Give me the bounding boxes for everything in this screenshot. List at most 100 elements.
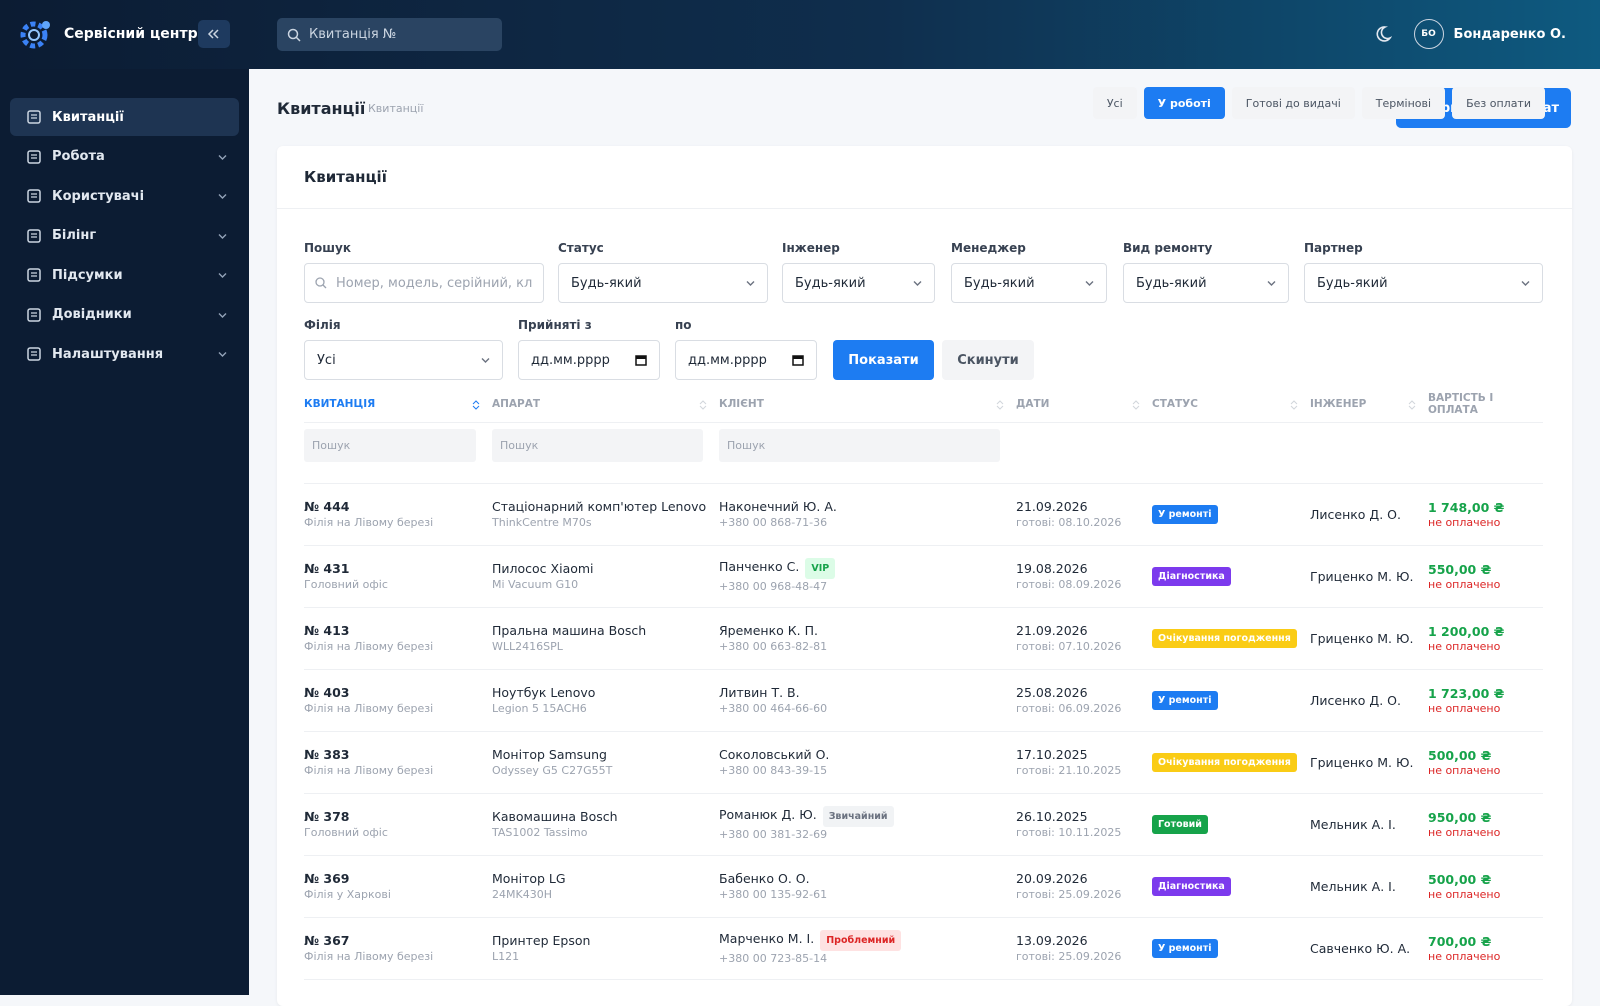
client: Панченко С. VIP +380 00 968-48-47 [719, 545, 1016, 608]
dates: 17.10.2025 готові: 21.10.2025 [1016, 731, 1152, 794]
column-search[interactable]: Пошук [719, 428, 1000, 462]
device-sub: WLL2416SPL [492, 640, 563, 653]
top-search[interactable]: Квитанція № [277, 18, 502, 51]
status-badge: У ремонті [1152, 690, 1218, 710]
dates: 25.08.2026 готові: 06.09.2026 [1016, 669, 1152, 732]
device: Стаціонарний комп'ютер Lenovo ThinkCentre… [492, 483, 719, 546]
status: Очікування погодження [1152, 607, 1310, 670]
dates-main: 13.09.2026 [1016, 933, 1088, 948]
sort-icon [472, 400, 480, 410]
brand[interactable]: Сервісний центр [18, 16, 198, 52]
nav-icon [27, 110, 41, 124]
column-header[interactable]: ВАРТІСТЬ І ОПЛАТА [1428, 387, 1543, 423]
column-header[interactable]: КВИТАНЦІЯ [304, 387, 492, 423]
client-line: Яременко К. П. [719, 622, 1016, 639]
receipt-row[interactable]: № 444 Філія на Лівому березі Стаціонарний … [304, 483, 1543, 546]
dates-main: 17.10.2025 [1016, 747, 1088, 762]
dates-main: 26.10.2025 [1016, 809, 1088, 824]
nav-label: Робота [52, 149, 105, 164]
engineer-name: Савченко Ю. А. [1310, 940, 1411, 956]
filter-value: Номер, модель, серійний, кл [336, 275, 533, 291]
column-header[interactable]: СТАТУС [1152, 387, 1310, 423]
device-main: Ноутбук Lenovo [492, 685, 596, 700]
reset-button[interactable]: Скинути [942, 340, 1034, 380]
client-phone: +380 00 663-82-81 [719, 640, 828, 653]
filter-value: Будь-який [795, 275, 866, 291]
device-main: Принтер Epson [492, 933, 591, 948]
column-search[interactable]: Пошук [304, 428, 476, 462]
price-value: 950,00 ₴ [1428, 810, 1492, 825]
filter-input[interactable]: Номер, модель, серійний, кл [304, 263, 544, 303]
column-header[interactable]: КЛІЄНТ [719, 387, 1016, 423]
filter-value: Будь-який [1136, 275, 1207, 291]
tab[interactable]: Усі [1092, 87, 1137, 119]
status-badge: Діагностика [1152, 876, 1231, 896]
nav-item[interactable]: Довідники [10, 296, 239, 334]
filter-value: Будь-який [571, 275, 642, 291]
tab[interactable]: Термінові [1361, 87, 1446, 119]
nav-item[interactable]: Налаштування [10, 335, 239, 373]
tab[interactable]: У роботі [1143, 87, 1225, 119]
engineer-name: Гриценко М. Ю. [1310, 754, 1414, 770]
collapse-button[interactable] [198, 20, 230, 48]
nav-item[interactable]: Білінг [10, 217, 239, 255]
receipt-row[interactable]: № 383 Філія на Лівому березі Монітор Samsu… [304, 731, 1543, 794]
nav-item[interactable]: Квитанції [10, 98, 239, 136]
sort-icon [1290, 400, 1298, 410]
column-header[interactable]: ДАТИ [1016, 387, 1152, 423]
nav-item[interactable]: Робота [10, 138, 239, 176]
receipt-sub: Філія на Лівому березі [304, 950, 434, 963]
column-search-cell [1152, 422, 1310, 484]
dates: 13.09.2026 готові: 25.09.2026 [1016, 917, 1152, 980]
table-head: КВИТАНЦІЯ АПАРАТ КЛІЄНТ ДАТИ СТАТУС ІНЖЕНЕР ВА… [304, 387, 1543, 423]
dates: 21.09.2026 готові: 07.10.2026 [1016, 607, 1152, 670]
filter-input[interactable]: Будь-який [1123, 263, 1289, 303]
receipt-row[interactable]: № 378 Головний офіс Кавомашина Bosch TAS100… [304, 793, 1543, 856]
client-line: Бабенко О. О. [719, 870, 1016, 887]
receipt-sub: Філія на Лівому березі [304, 516, 434, 529]
main: Квитанції Квитанції Прийняти апарат Квит… [249, 69, 1600, 1006]
filter-input[interactable]: дд.мм.рррр [518, 340, 660, 380]
receipt-row[interactable]: № 431 Головний офіс Пилосос Xiaomi Mi Vacuu… [304, 545, 1543, 608]
column-header[interactable]: АПАРАТ [492, 387, 719, 423]
dates-sub: готові: 10.11.2025 [1016, 826, 1122, 839]
filter-label: Менеджер [951, 241, 1026, 255]
nav-label: Налаштування [52, 346, 164, 362]
receipt-sub: Філія на Лівому березі [304, 702, 434, 715]
nav-chevron [218, 154, 227, 160]
tab[interactable]: Без оплати [1452, 87, 1545, 119]
dates: 20.09.2026 готові: 25.09.2026 [1016, 855, 1152, 918]
nav-item[interactable]: Користувачі [10, 177, 239, 215]
payment-status: не оплачено [1428, 764, 1501, 777]
receipt-row[interactable]: № 367 Філія на Лівому березі Принтер Epson… [304, 917, 1543, 980]
filter-input[interactable]: дд.мм.рррр [675, 340, 817, 380]
column-search-cell [1310, 422, 1428, 484]
sort-icon [699, 400, 707, 410]
receipt-row[interactable]: № 413 Філія на Лівому березі Пральна машин… [304, 607, 1543, 670]
device: Пральна машина Bosch WLL2416SPL [492, 607, 719, 670]
receipt-row[interactable]: № 369 Філія у Харкові Монітор LG 24MK430H Ба… [304, 855, 1543, 918]
status-badge: У ремонті [1152, 938, 1218, 958]
filter-input[interactable]: Усі [304, 340, 503, 380]
show-button[interactable]: Показати [833, 340, 934, 380]
device-sub: 24MK430H [492, 888, 552, 901]
filter-input[interactable]: Будь-який [782, 263, 935, 303]
receipt-row[interactable]: № 403 Філія на Лівому березі Ноутбук Lenov… [304, 669, 1543, 732]
column-search[interactable]: Пошук [492, 428, 703, 462]
nav-item[interactable]: Підсумки [10, 256, 239, 294]
filter-label: Філія [304, 318, 341, 332]
price: 500,00 ₴ не оплачено [1428, 855, 1543, 918]
user-menu[interactable]: БО Бондаренко О. [1372, 19, 1566, 49]
filter-input[interactable]: Будь-який [558, 263, 768, 303]
select-chevron [746, 281, 755, 286]
theme-toggle[interactable] [1372, 24, 1392, 44]
filter-label: Інженер [782, 241, 840, 255]
price-value: 500,00 ₴ [1428, 872, 1492, 887]
divider [277, 208, 1572, 209]
filter-input[interactable]: Будь-який [951, 263, 1107, 303]
breadcrumb[interactable]: Квитанції [368, 102, 424, 115]
column-header[interactable]: ІНЖЕНЕР [1310, 387, 1428, 423]
filter-input[interactable]: Будь-який [1304, 263, 1543, 303]
device-main: Монітор Samsung [492, 747, 607, 762]
tab[interactable]: Готові до видачі [1231, 87, 1355, 119]
